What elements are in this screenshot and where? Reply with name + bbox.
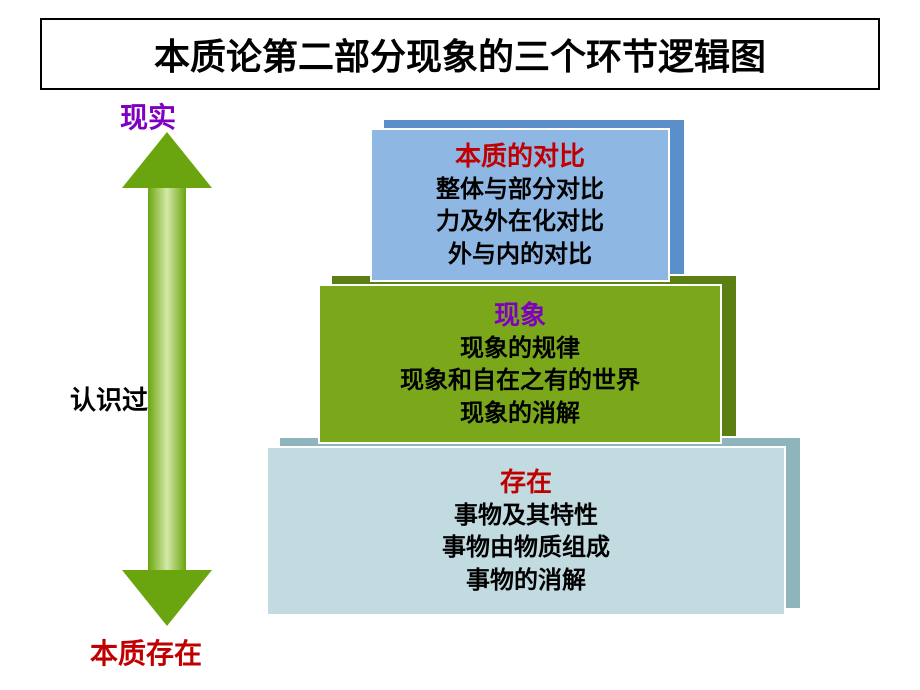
block-top: 本质的对比整体与部分对比力及外在化对比外与内的对比 xyxy=(370,128,670,282)
block-line: 力及外在化对比 xyxy=(436,206,604,238)
arrow-top-label: 现实 xyxy=(120,96,176,136)
block-line: 事物及其特性 xyxy=(454,500,598,532)
block-bot: 存在事物及其特性事物由物质组成事物的消解 xyxy=(266,446,786,616)
arrow-bottom-label: 本质存在 xyxy=(90,632,202,672)
arrow-shaft xyxy=(148,188,186,570)
block-line: 外与内的对比 xyxy=(448,239,592,271)
block-line: 事物由物质组成 xyxy=(442,532,610,564)
block-line: 事物的消解 xyxy=(466,565,586,597)
block-title-mid: 现象 xyxy=(494,298,546,333)
block-title-top: 本质的对比 xyxy=(455,139,585,174)
page-title-box: 本质论第二部分现象的三个环节逻辑图 xyxy=(40,18,880,90)
block-title-bot: 存在 xyxy=(500,465,552,500)
page-title: 本质论第二部分现象的三个环节逻辑图 xyxy=(154,28,766,80)
arrow-head-down-icon xyxy=(122,570,212,626)
block-line: 整体与部分对比 xyxy=(436,174,604,206)
block-line: 现象的消解 xyxy=(460,398,580,430)
block-line: 现象和自在之有的世界 xyxy=(400,365,640,397)
block-mid: 现象现象的规律现象和自在之有的世界现象的消解 xyxy=(318,284,722,444)
arrow-head-up-icon xyxy=(122,132,212,188)
block-line: 现象的规律 xyxy=(460,333,580,365)
